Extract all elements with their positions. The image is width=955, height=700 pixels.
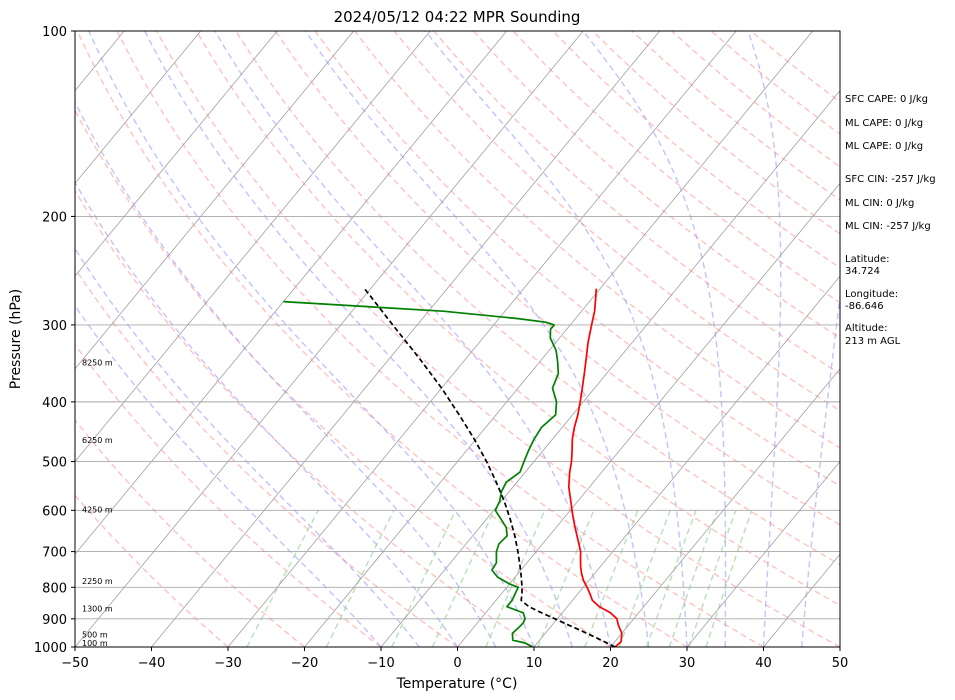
dewpoint-line (283, 300, 560, 647)
y-tick-label: 100 (42, 25, 67, 40)
y-tick-label: 700 (42, 546, 67, 561)
moist-adiabat (144, 31, 573, 647)
y-tick-label: 400 (42, 396, 67, 411)
annotation-text: Altitude: (845, 323, 887, 334)
mixing-ratio-line (645, 510, 697, 647)
moist-adiabat (801, 290, 840, 647)
moist-adiabat (75, 181, 459, 647)
dry-adiabat (75, 189, 535, 647)
moist-adiabat (424, 31, 688, 647)
moist-adiabat (75, 100, 497, 647)
dry-adiabat (75, 267, 458, 647)
annotation-text: 34.724 (845, 266, 880, 277)
mixing-ratio-line (668, 510, 719, 647)
x-tick-label: −30 (214, 656, 241, 671)
annotation-text: ML CAPE: 0 J/kg (845, 141, 923, 152)
moist-adiabat (214, 31, 612, 647)
dry-adiabat (274, 31, 840, 526)
isotherm (533, 275, 840, 647)
moist-adiabat (305, 31, 650, 647)
dry-adiabat (76, 31, 688, 647)
annotation-text: 213 m AGL (845, 336, 901, 347)
moist-adiabat (747, 31, 782, 647)
height-label: 4250 m (82, 505, 113, 514)
mixing-ratio-line (325, 509, 395, 647)
x-tick-label: −40 (138, 656, 165, 671)
isotherm (686, 460, 840, 647)
annotation-text: ML CIN: 0 J/kg (845, 198, 914, 209)
isotherm (227, 31, 737, 647)
x-tick-label: −20 (291, 656, 318, 671)
x-tick-label: 50 (832, 656, 849, 671)
dry-adiabat (75, 108, 611, 647)
x-tick-label: 0 (453, 656, 461, 671)
y-tick-label: 500 (42, 456, 67, 471)
annotation-text: SFC CAPE: 0 J/kg (845, 94, 928, 105)
mixing-ratio-line (246, 509, 319, 647)
isotherm (304, 31, 814, 647)
x-tick-label: 40 (755, 656, 772, 671)
dry-adiabat (155, 31, 840, 647)
y-axis-label: Pressure (hPa) (8, 289, 24, 389)
isotherm (457, 182, 840, 647)
isotherm (75, 31, 584, 647)
reference-lines (75, 31, 840, 647)
y-tick-label: 600 (42, 504, 67, 519)
moist-adiabat (75, 247, 420, 647)
dry-adiabat (235, 31, 840, 566)
moist-adiabat (75, 304, 382, 647)
dry-adiabat (195, 31, 840, 607)
x-tick-label: −10 (367, 656, 394, 671)
y-tick-label: 900 (42, 613, 67, 628)
y-tick-label: 800 (42, 581, 67, 596)
annotation-text: -86.646 (845, 301, 884, 312)
mixing-ratio-line (391, 509, 457, 647)
dry-adiabat (75, 419, 305, 647)
isotherm (75, 31, 355, 370)
height-label: 2250 m (82, 577, 113, 586)
x-tick-label: 30 (679, 656, 696, 671)
sounding-annotations: SFC CAPE: 0 J/kg ML CAPE: 0 J/kg ML CAPE: … (845, 94, 936, 347)
height-label: 500 m (82, 631, 108, 640)
isotherm (75, 31, 202, 184)
dry-adiabat (433, 31, 840, 375)
dry-adiabat (393, 31, 840, 412)
annotation-text: Longitude: (845, 289, 898, 300)
annotation-text: ML CIN: -257 J/kg (845, 221, 931, 232)
mixing-ratio-line (485, 510, 546, 647)
y-tick-label: 300 (42, 319, 67, 334)
annotation-text: ML CAPE: 0 J/kg (845, 118, 923, 129)
dry-adiabat (75, 494, 229, 647)
chart-title: 2024/05/12 04:22 MPR Sounding (334, 8, 581, 26)
isotherm (75, 31, 508, 555)
moist-adiabat (88, 31, 535, 647)
x-tick-label: −50 (61, 656, 88, 671)
height-label: 6250 m (82, 436, 113, 445)
parcel-path-line (363, 288, 616, 647)
annotation-text: SFC CIN: -257 J/kg (845, 174, 936, 185)
x-axis-label: Temperature (°C) (396, 676, 518, 692)
height-label: 1300 m (82, 605, 113, 614)
height-label: 100 m (82, 639, 108, 648)
isotherm (610, 368, 840, 647)
dry-adiabat (75, 343, 382, 647)
x-tick-label: 10 (526, 656, 543, 671)
dry-adiabat (116, 31, 764, 647)
annotation-text: Latitude: (845, 254, 890, 265)
dry-adiabat (354, 31, 840, 449)
isotherm (380, 90, 840, 647)
x-tick-label: 20 (602, 656, 619, 671)
y-tick-label: 1000 (34, 641, 67, 656)
moist-adiabat (582, 31, 727, 647)
isotherm (151, 31, 661, 647)
temperature-line (567, 288, 623, 647)
isotherm (75, 31, 278, 277)
isotherm (75, 31, 431, 463)
data-series (283, 288, 623, 647)
height-label: 8250 m (82, 358, 113, 367)
y-tick-label: 200 (42, 210, 67, 225)
